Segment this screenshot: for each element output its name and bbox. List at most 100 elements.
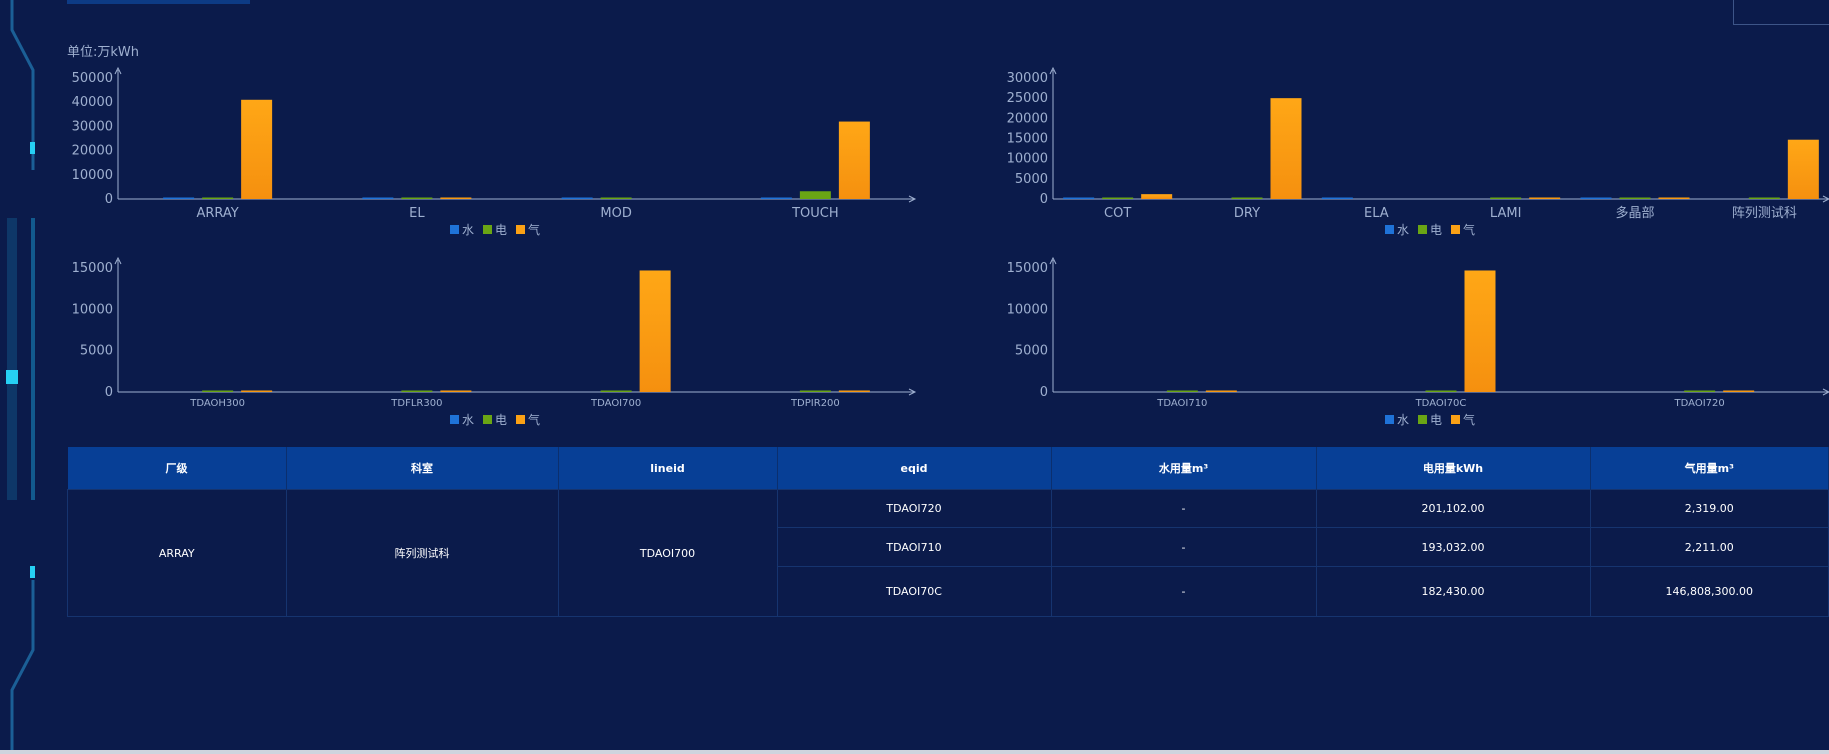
y-tick-label: 15000 [1007,261,1048,276]
bar-water [1321,197,1353,199]
bar-electric [1102,197,1134,199]
y-axis-arrow [1049,66,1057,75]
legend-label-gas: 气 [1463,412,1475,427]
legend-swatch-gas [1451,415,1460,424]
bar-electric [401,390,433,392]
cell-factory: ARRAY [67,489,287,617]
y-tick-label: 10000 [1007,302,1048,317]
y-axis-arrow [1049,256,1057,265]
bar-gas [838,121,870,199]
bar-electric [202,197,234,199]
y-tick-label: 30000 [72,119,113,134]
bar-electric [600,197,632,199]
bar-electric [600,390,632,392]
header-water: 水用量m³ [1051,447,1317,490]
header-lineid: lineid [558,447,778,490]
x-tick-label: EL [409,206,425,221]
legend-swatch-water [1385,415,1394,424]
x-tick-label: TDPIR200 [790,398,840,409]
bar-electric [799,390,831,392]
legend-label-water: 水 [1397,413,1409,427]
bar-gas [440,197,472,199]
y-tick-label: 10000 [1007,152,1048,167]
x-tick-label: TOUCH [791,206,839,221]
bar-water [163,197,195,199]
cell-gas: 146,808,300.00 [1589,566,1829,617]
bar-gas [440,390,472,392]
cell-water: - [1050,527,1317,567]
legend-label-water: 水 [1397,223,1409,237]
energy-table: 厂级 科室 lineid eqid 水用量m³ 电用量kWh 气用量m³ ARR… [67,447,1829,617]
x-tick-label: DRY [1234,206,1260,221]
bar-electric [799,191,831,199]
bar-electric [1748,197,1780,199]
cell-water: - [1050,566,1317,617]
horizontal-scrollbar[interactable] [0,750,1829,754]
x-tick-label: LAMI [1490,206,1521,221]
y-tick-label: 25000 [1007,91,1048,106]
y-tick-label: 5000 [80,344,113,359]
bar-gas [639,270,671,392]
legend-label-water: 水 [462,413,474,427]
x-tick-label: 多晶部 [1615,205,1654,221]
bar-gas [1270,98,1302,199]
legend-swatch-water [1385,225,1394,234]
bar-electric [1166,390,1198,392]
bar-gas [838,390,870,392]
cell-electric: 201,102.00 [1315,489,1591,528]
y-tick-label: 0 [105,385,113,400]
bar-gas [1787,139,1819,199]
legend-label-gas: 气 [528,222,540,237]
cell-dept: 阵列测试科 [285,489,559,617]
y-tick-label: 15000 [1007,132,1048,147]
cell-eqid: TDAOI710 [776,527,1052,567]
legend-label-electric: 电 [495,223,507,237]
x-tick-label: TDAOI70C [1415,398,1467,409]
bar-electric [202,390,234,392]
x-tick-label: 阵列测试科 [1732,206,1797,221]
bar-water [1063,197,1095,199]
x-axis-arrow [1822,388,1829,396]
legend-label-electric: 电 [495,413,507,427]
bar-gas [1464,270,1496,392]
header-gas: 气用量m³ [1590,447,1829,490]
header-dept: 科室 [286,447,559,490]
header-factory: 厂级 [67,447,287,490]
y-tick-label: 15000 [72,261,113,276]
y-tick-label: 20000 [72,144,113,159]
bar-gas [241,99,273,199]
bar-gas [1658,197,1690,199]
bar-electric [401,197,433,199]
header-electric: 电用量kWh [1316,447,1591,490]
x-axis-arrow [1822,195,1829,203]
bar-electric [1684,390,1716,392]
legend-label-electric: 电 [1430,223,1442,237]
table-row: TDAOI70C - 182,430.00 146,808,300.00 [68,566,1829,617]
legend-swatch-electric [483,415,492,424]
y-tick-label: 0 [1040,385,1048,400]
y-tick-label: 0 [105,192,113,207]
y-axis-arrow [114,256,122,265]
x-tick-label: TDAOI720 [1674,398,1725,409]
y-axis-arrow [114,66,122,75]
cell-electric: 182,430.00 [1315,566,1591,617]
y-tick-label: 10000 [72,302,113,317]
bar-electric [1231,197,1263,199]
table-row: ARRAY 阵列测试科 TDAOI700 TDAOI720 - 201,102.… [67,489,1829,617]
bar-water [362,197,394,199]
x-tick-label: TDAOH300 [189,398,245,409]
x-axis-arrow [908,388,917,396]
legend-label-electric: 电 [1430,413,1442,427]
cell-eqid: TDAOI720 [776,489,1052,528]
bar-electric [1425,390,1457,392]
bar-gas [1205,390,1237,392]
cell-water: - [1050,489,1317,528]
bar-gas [1529,197,1561,199]
x-axis-arrow [908,195,917,203]
cell-electric: 193,032.00 [1315,527,1591,567]
bar-water [561,197,593,199]
cell-lineid: TDAOI700 [557,489,778,617]
x-tick-label: TDFLR300 [390,398,442,409]
top-right-button[interactable] [1733,0,1829,25]
